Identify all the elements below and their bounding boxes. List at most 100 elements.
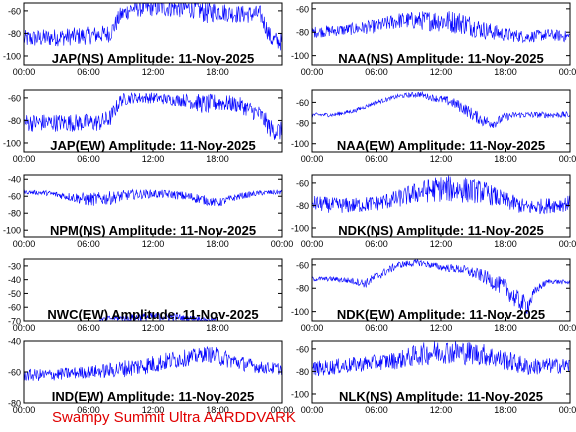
xtick-label-6: 12:00 — [142, 323, 165, 333]
xtick-label-8: 06:00 — [77, 405, 100, 415]
ytick-label-4: -80 — [8, 209, 21, 219]
ytick-label-3: -80 — [296, 119, 309, 129]
xtick-label-5: 00:00 — [559, 239, 576, 249]
ytick-label-4: -40 — [8, 175, 21, 185]
xtick-label-8: 00:00 — [271, 405, 294, 415]
ytick-label-8: -80 — [8, 399, 21, 409]
xtick-label-5: 00:00 — [301, 239, 324, 249]
panel-title-3: NAA(EW) Amplitude: 11-Nov-2025 — [337, 138, 545, 153]
ytick-label-7: -60 — [296, 260, 309, 270]
xtick-label-9: 06:00 — [365, 405, 388, 415]
panel-title-7: NDK(EW) Amplitude: 11-Nov-2025 — [337, 307, 545, 322]
xtick-label-7: 00:00 — [559, 323, 576, 333]
panel-title-9: NLK(NS) Amplitude: 11-Nov-2025 — [339, 389, 543, 404]
xtick-label-4: 00:00 — [271, 239, 294, 249]
ytick-label-6: -70 — [8, 317, 21, 327]
xtick-label-9: 12:00 — [430, 405, 453, 415]
xtick-label-1: 12:00 — [430, 67, 453, 77]
xtick-label-1: 00:00 — [559, 67, 576, 77]
trace-8-0 — [24, 346, 282, 382]
ytick-label-5: -80 — [296, 201, 309, 211]
xtick-label-6: 00:00 — [13, 323, 36, 333]
xtick-label-2: 12:00 — [142, 154, 165, 164]
xtick-label-7: 18:00 — [494, 323, 517, 333]
xtick-label-9: 18:00 — [494, 405, 517, 415]
trace-9-0 — [312, 341, 570, 377]
trace-7-0 — [312, 259, 570, 315]
xtick-label-9: 00:00 — [559, 405, 576, 415]
xtick-label-4: 00:00 — [13, 239, 36, 249]
trace-1-0 — [312, 11, 570, 44]
xtick-label-0: 18:00 — [206, 67, 229, 77]
xtick-label-2: 00:00 — [13, 154, 36, 164]
ytick-label-2: -60 — [8, 93, 21, 103]
xtick-label-4: 06:00 — [77, 239, 100, 249]
xtick-label-9: 00:00 — [301, 405, 324, 415]
station-footer: Swampy Summit Ultra AARDDVARK — [52, 409, 296, 426]
ytick-label-7: -100 — [291, 307, 309, 317]
xtick-label-3: 00:00 — [301, 154, 324, 164]
xtick-label-5: 06:00 — [365, 239, 388, 249]
xtick-label-4: 12:00 — [142, 239, 165, 249]
trace-2-0 — [24, 92, 282, 140]
xtick-label-7: 06:00 — [365, 323, 388, 333]
xtick-label-0: 00:00 — [13, 67, 36, 77]
xtick-label-6: 06:00 — [77, 323, 100, 333]
xtick-label-2: 18:00 — [206, 154, 229, 164]
ytick-label-0: -60 — [8, 6, 21, 16]
panel-title-0: JAP(NS) Amplitude: 11-Nov-2025 — [52, 51, 255, 66]
ytick-label-9: -100 — [291, 389, 309, 399]
ytick-label-0: -100 — [3, 51, 21, 61]
panel-title-5: NDK(NS) Amplitude: 11-Nov-2025 — [338, 223, 543, 238]
ytick-label-5: -60 — [296, 178, 309, 188]
xtick-label-3: 12:00 — [430, 154, 453, 164]
ytick-label-3: -100 — [291, 139, 309, 149]
ytick-label-1: -100 — [291, 51, 309, 61]
ytick-label-8: -60 — [8, 368, 21, 378]
ytick-label-6: -40 — [8, 275, 21, 285]
xtick-label-2: 06:00 — [77, 154, 100, 164]
ytick-label-2: -100 — [3, 138, 21, 148]
xtick-label-4: 18:00 — [206, 239, 229, 249]
panel-title-6: NWC(EW) Amplitude: 11-Nov-2025 — [47, 307, 258, 322]
panel-title-2: JAP(EW) Amplitude: 11-Nov-2025 — [50, 138, 255, 153]
ytick-label-6: -60 — [8, 303, 21, 313]
ytick-label-4: -60 — [8, 192, 21, 202]
panel-title-8: IND(EW) Amplitude: 11-Nov-2025 — [52, 389, 255, 404]
ytick-label-4: -100 — [3, 226, 21, 236]
xtick-label-8: 18:00 — [206, 405, 229, 415]
ytick-label-8: -40 — [8, 337, 21, 347]
xtick-label-5: 18:00 — [494, 239, 517, 249]
xtick-label-0: 06:00 — [77, 67, 100, 77]
trace-5-0 — [312, 175, 570, 215]
trace-6-0 — [99, 312, 218, 321]
ytick-label-1: -80 — [296, 28, 309, 38]
ytick-label-9: -80 — [296, 367, 309, 377]
xtick-label-0: 12:00 — [142, 67, 165, 77]
panel-title-1: NAA(NS) Amplitude: 11-Nov-2025 — [338, 51, 543, 66]
xtick-label-7: 12:00 — [430, 323, 453, 333]
xtick-label-1: 06:00 — [365, 67, 388, 77]
ytick-label-9: -60 — [296, 344, 309, 354]
trace-3-0 — [312, 90, 570, 129]
xtick-label-8: 00:00 — [13, 405, 36, 415]
xtick-label-1: 00:00 — [301, 67, 324, 77]
trace-4-0 — [24, 188, 282, 207]
xtick-label-3: 00:00 — [559, 154, 576, 164]
ytick-label-7: -80 — [296, 284, 309, 294]
xtick-label-1: 18:00 — [494, 67, 517, 77]
ytick-label-3: -60 — [296, 98, 309, 108]
ytick-label-6: -30 — [8, 261, 21, 271]
xtick-label-3: 06:00 — [365, 154, 388, 164]
ytick-label-5: -100 — [291, 223, 309, 233]
xtick-label-3: 18:00 — [494, 154, 517, 164]
xtick-label-6: 18:00 — [206, 323, 229, 333]
trace-0-0 — [24, 3, 282, 51]
ytick-label-6: -50 — [8, 289, 21, 299]
panel-title-4: NPM(NS) Amplitude: 11-Nov-2025 — [50, 223, 256, 238]
ytick-label-2: -80 — [8, 116, 21, 126]
xtick-label-7: 00:00 — [301, 323, 324, 333]
ytick-label-1: -60 — [296, 4, 309, 14]
ytick-label-0: -80 — [8, 29, 21, 39]
